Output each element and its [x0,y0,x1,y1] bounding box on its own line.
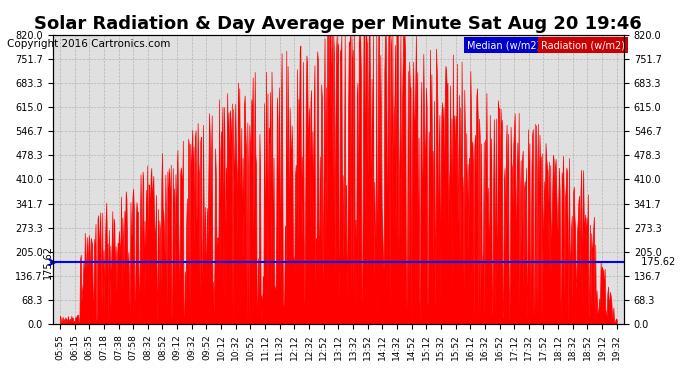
Text: 175.62: 175.62 [635,257,676,267]
Text: Median (w/m2): Median (w/m2) [467,40,540,50]
Text: 175.62: 175.62 [43,245,52,279]
Text: Copyright 2016 Cartronics.com: Copyright 2016 Cartronics.com [7,39,170,50]
Text: Radiation (w/m2): Radiation (w/m2) [541,40,625,50]
Title: Solar Radiation & Day Average per Minute Sat Aug 20 19:46: Solar Radiation & Day Average per Minute… [34,15,642,33]
